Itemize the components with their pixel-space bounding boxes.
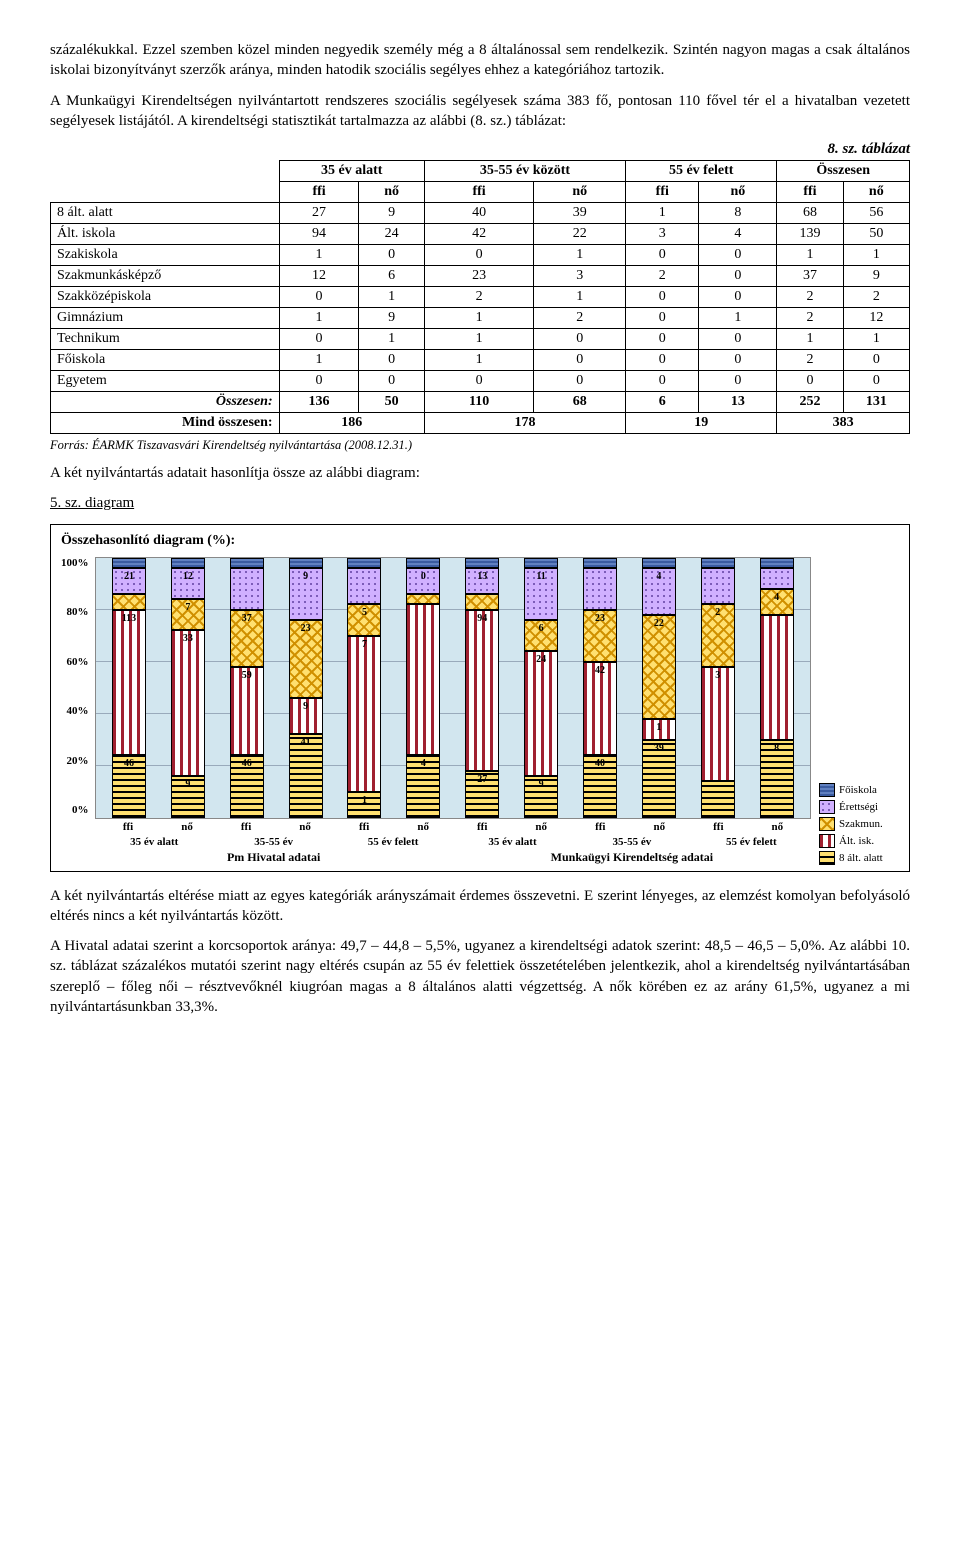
table-row: Gimnázium191201212 xyxy=(51,308,910,329)
chart-title: Összehasonlító diagram (%): xyxy=(61,533,899,549)
chart-container: Összehasonlító diagram (%): 100%80%60%40… xyxy=(50,524,910,872)
chart-bar: 419239 xyxy=(289,558,323,818)
subcol: ffi xyxy=(777,182,843,203)
subcol: ffi xyxy=(279,182,359,203)
table-row: Ált. iskola942442223413950 xyxy=(51,224,910,245)
legend-item: Főiskola xyxy=(819,783,899,797)
table-row: Szakközépiskola01210022 xyxy=(51,287,910,308)
chart-plot: 4611321 933712 465937 419239 175 40 279413 9246… xyxy=(95,557,812,819)
chart-bar: 84 xyxy=(760,558,794,818)
subcol: ffi xyxy=(424,182,534,203)
legend-item: Ált. isk. xyxy=(819,834,899,848)
chart-bar: 175 xyxy=(347,558,381,818)
col-group-3: Összesen xyxy=(777,161,910,182)
data-table: 35 év alatt 35-55 év között 55 év felett… xyxy=(50,160,910,434)
paragraph-4: A két nyilvántartás eltérése miatt az eg… xyxy=(50,886,910,927)
chart-bar: 924611 xyxy=(524,558,558,818)
chart-bar: 32 xyxy=(701,558,735,818)
col-group-2: 55 év felett xyxy=(626,161,777,182)
diagram-label: 5. sz. diagram xyxy=(50,493,910,513)
chart-bar: 279413 xyxy=(465,558,499,818)
table-row: Szakmunkásképző12623320379 xyxy=(51,266,910,287)
chart-bar: 4611321 xyxy=(112,558,146,818)
subcol: nő xyxy=(699,182,777,203)
subcol: nő xyxy=(843,182,909,203)
chart-bar: 404223 xyxy=(583,558,617,818)
chart-legend: Főiskola Érettségi Szakmun. Ált. isk. 8 ált.… xyxy=(811,783,899,865)
table-caption: 8. sz. táblázat xyxy=(50,141,910,158)
subcol: ffi xyxy=(626,182,699,203)
table-grand-row: Mind összesen:18617819383 xyxy=(51,413,910,434)
chart-x-labels: ffinőffinőffinőffinőffinőffinő xyxy=(95,819,812,833)
paragraph-2: A Munkaügyi Kirendeltségen nyilvántartot… xyxy=(50,91,910,132)
legend-item: Szakmun. xyxy=(819,817,899,831)
chart-x-sources: Pm Hivatal adataiMunkaügyi Kirendeltség … xyxy=(95,848,812,865)
subcol: nő xyxy=(359,182,424,203)
paragraph-5: A Hivatal adatai szerint a korcsoportok … xyxy=(50,936,910,1017)
table-sum-row: Összesen:1365011068613252131 xyxy=(51,392,910,413)
chart-bar: 465937 xyxy=(230,558,264,818)
chart-bar: 933712 xyxy=(171,558,205,818)
col-group-1: 35-55 év között xyxy=(424,161,625,182)
subcol: nő xyxy=(534,182,626,203)
table-row: Szakiskola10010011 xyxy=(51,245,910,266)
table-row: Főiskola10100020 xyxy=(51,350,910,371)
legend-item: 8 ált. alatt xyxy=(819,851,899,865)
col-group-0: 35 év alatt xyxy=(279,161,424,182)
legend-item: Érettségi xyxy=(819,800,899,814)
table-source: Forrás: ÉARMK Tiszavasvári Kirendeltség … xyxy=(50,438,910,453)
table-row: 8 ált. alatt2794039186856 xyxy=(51,203,910,224)
paragraph-3: A két nyilvántartás adatait hasonlítja ö… xyxy=(50,463,910,483)
table-row: Egyetem00000000 xyxy=(51,371,910,392)
chart-x-groups: 35 év alatt35-55 év55 év felett35 év ala… xyxy=(95,833,812,848)
paragraph-1: százalékukkal. Ezzel szemben közel minde… xyxy=(50,40,910,81)
table-row: Technikum01100011 xyxy=(51,329,910,350)
chart-y-axis: 100%80%60%40%20%0% xyxy=(61,557,95,817)
chart-bar: 40 xyxy=(406,558,440,818)
chart-bar: 391224 xyxy=(642,558,676,818)
